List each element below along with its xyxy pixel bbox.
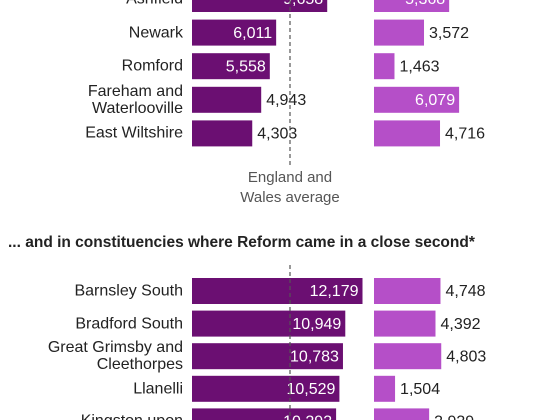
subtitle: ... and in constituencies where Reform c…: [8, 234, 475, 251]
category-label: Kingston upon: [5, 413, 183, 420]
bar: [192, 375, 340, 402]
value-label: 4,803: [446, 348, 486, 365]
bar: [192, 408, 337, 420]
value-label: 4,748: [445, 283, 485, 300]
category-label: Bradford South: [75, 315, 183, 333]
value-label: 4,303: [257, 126, 297, 143]
bar: [374, 343, 442, 370]
bar: [192, 343, 343, 370]
bar: [192, 310, 346, 337]
bar: [374, 310, 436, 337]
category-label: Newark: [128, 24, 183, 42]
value-label: 4,943: [266, 92, 306, 109]
bar: [192, 53, 270, 80]
bar: [374, 53, 395, 80]
bar: [374, 375, 396, 402]
value-label: 3,572: [429, 25, 469, 42]
bar: [192, 278, 363, 304]
bar: [374, 408, 430, 420]
value-label: 1,463: [399, 58, 439, 75]
value-label: 6,011: [233, 25, 272, 42]
category-label: Fareham and Waterlooville: [87, 82, 183, 117]
value-label: 1,504: [400, 381, 440, 398]
value-label: 6,079: [415, 92, 455, 109]
value-label: 9,658: [283, 0, 323, 8]
category-label: East Wiltshire: [85, 124, 183, 142]
value-label: 10,783: [290, 348, 339, 365]
bar: [374, 278, 441, 304]
bar: [192, 120, 253, 147]
value-label: 3,939: [434, 414, 474, 420]
bar: [374, 120, 441, 147]
bar: [192, 86, 262, 113]
category-label: Romford: [121, 57, 183, 75]
bar: [192, 19, 277, 46]
value-label: 4,716: [445, 126, 485, 143]
category-label: Barnsley South: [74, 282, 183, 300]
value-label: 4,392: [440, 316, 480, 333]
average-label: England and Wales average: [240, 169, 340, 206]
value-label: 10,529: [286, 381, 335, 398]
value-label: 10,949: [292, 316, 341, 333]
bar: [374, 19, 425, 46]
bar: [374, 86, 460, 113]
bar: [192, 0, 328, 12]
value-label: 12,179: [310, 283, 359, 300]
category-label: Great Grimsby and Cleethorpes: [47, 339, 183, 374]
bar: [374, 0, 450, 12]
value-label: 10,293: [283, 414, 332, 420]
category-label: Llanelli: [133, 380, 183, 398]
value-label: 5,368: [405, 0, 445, 8]
value-label: 5,558: [226, 58, 266, 75]
category-label: Ashfield: [5, 0, 183, 8]
